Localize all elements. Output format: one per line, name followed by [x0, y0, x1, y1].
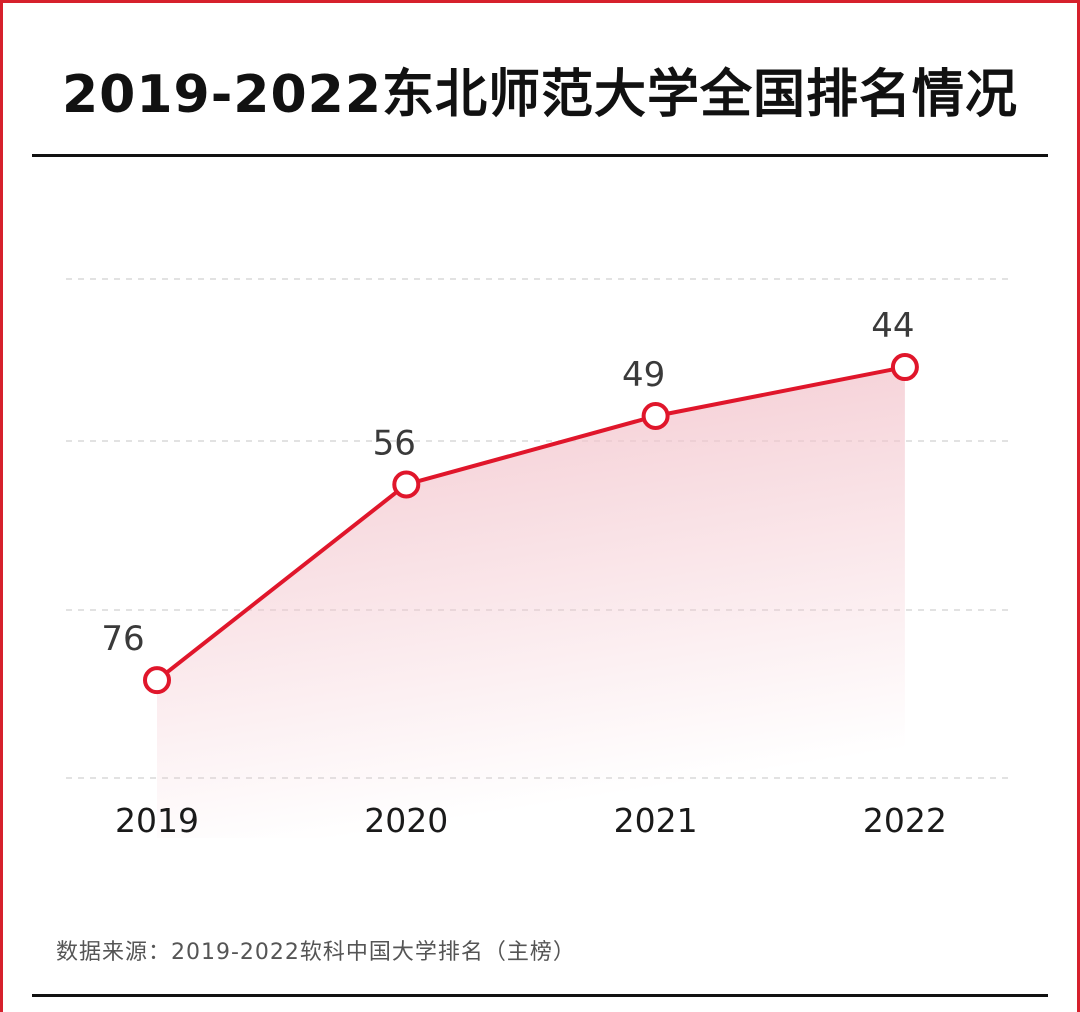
x-tick-label-2020: 2020 — [364, 801, 448, 840]
x-tick-label-2021: 2021 — [614, 801, 698, 840]
source-note: 数据来源：2019-2022软科中国大学排名（主榜） — [56, 940, 576, 965]
data-labels: 76 56 49 44 — [101, 306, 914, 659]
area-fill — [157, 367, 905, 838]
data-label-2022: 44 — [871, 306, 914, 346]
x-axis-ticks: 2019 2020 2021 2022 — [115, 801, 947, 840]
x-tick-label-2019: 2019 — [115, 801, 199, 840]
data-label-2021: 49 — [622, 355, 665, 395]
data-point-2019 — [143, 666, 171, 695]
data-label-2020: 56 — [373, 423, 416, 463]
series-line — [155, 365, 906, 682]
data-label-2019: 76 — [101, 619, 144, 659]
data-point-2022 — [890, 353, 919, 382]
bottom-divider — [32, 994, 1048, 997]
data-points — [143, 353, 919, 695]
chart-title: 2019-2022东北师范大学全国排名情况 — [61, 65, 1019, 125]
title-divider — [32, 154, 1048, 157]
data-point-2021 — [641, 401, 670, 430]
data-point-2020 — [392, 470, 421, 499]
x-tick-label-2022: 2022 — [863, 801, 947, 840]
